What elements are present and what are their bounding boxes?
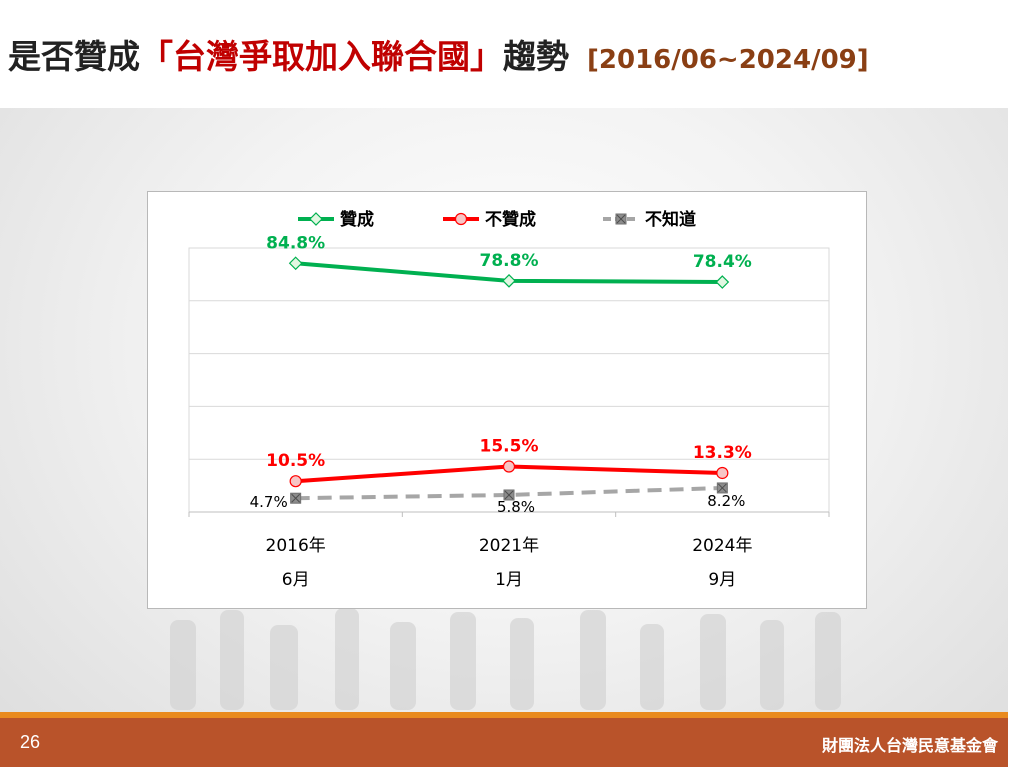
data-point-marker	[288, 256, 303, 271]
line-chart: 2016年 6月 2021年 1月 2024年 9月 84.8% 78.8% 78.4% 10.5…	[188, 209, 830, 590]
x-tick-label: 2024年	[692, 536, 752, 556]
data-point-marker	[716, 482, 728, 494]
legend-label: 贊成	[340, 209, 374, 230]
x-tick-label: 6月	[282, 570, 310, 590]
slide-title: 是否贊成 「台灣爭取加入聯合國」 趨勢 [2016/06~2024/09]	[8, 30, 869, 90]
title-suffix: 趨勢	[503, 37, 569, 76]
data-point-marker	[715, 275, 730, 289]
series-line-3	[295, 485, 723, 501]
title-highlight: 「台灣爭取加入聯合國」	[140, 37, 503, 76]
data-label: 78.4%	[693, 252, 752, 272]
legend-marker	[615, 213, 627, 225]
legend-marker-cross	[616, 214, 626, 224]
data-point-marker	[716, 466, 729, 480]
legend-label: 不知道	[645, 209, 696, 230]
legend-marker	[309, 212, 323, 226]
title-prefix: 是否贊成	[8, 37, 140, 76]
footer-bar: 26 財團法人台灣民意基金會	[0, 718, 1024, 767]
data-point-marker	[290, 492, 302, 504]
data-point-marker-cross	[291, 493, 301, 503]
data-point-marker	[289, 475, 302, 488]
data-label: 84.8%	[266, 233, 325, 253]
data-label: 78.8%	[480, 251, 539, 271]
page-number: 26	[20, 732, 41, 752]
footer-accent-line	[0, 712, 1024, 718]
legend-label: 不贊成	[485, 209, 536, 230]
data-label: 5.8%	[497, 498, 535, 516]
x-tick-label: 1月	[495, 570, 523, 590]
x-tick-label: 9月	[708, 570, 736, 590]
data-label: 13.3%	[693, 443, 752, 463]
data-label: 8.2%	[707, 492, 745, 510]
crowd-silhouette-decoration	[170, 608, 841, 710]
slide-edge	[1008, 0, 1024, 767]
organization-name: 財團法人台灣民意基金會	[821, 736, 998, 755]
data-label: 15.5%	[480, 437, 539, 457]
data-point-marker	[502, 274, 516, 288]
x-tick-label: 2016年	[266, 536, 326, 556]
title-band: 是否贊成 「台灣爭取加入聯合國」 趨勢 [2016/06~2024/09]	[0, 0, 1024, 108]
data-point-marker	[503, 489, 515, 501]
data-label: 4.7%	[250, 493, 288, 511]
data-label: 10.5%	[266, 451, 325, 471]
chart-container: 2016年 6月 2021年 1月 2024年 9月 84.8% 78.8% 78.4% 10.5…	[147, 191, 867, 609]
data-point-marker	[502, 460, 516, 473]
data-point-marker-cross	[717, 483, 727, 493]
date-range: [2016/06~2024/09]	[587, 45, 869, 75]
x-tick-label: 2021年	[479, 536, 539, 556]
data-point-marker-cross	[504, 490, 514, 500]
legend-marker	[454, 212, 468, 226]
